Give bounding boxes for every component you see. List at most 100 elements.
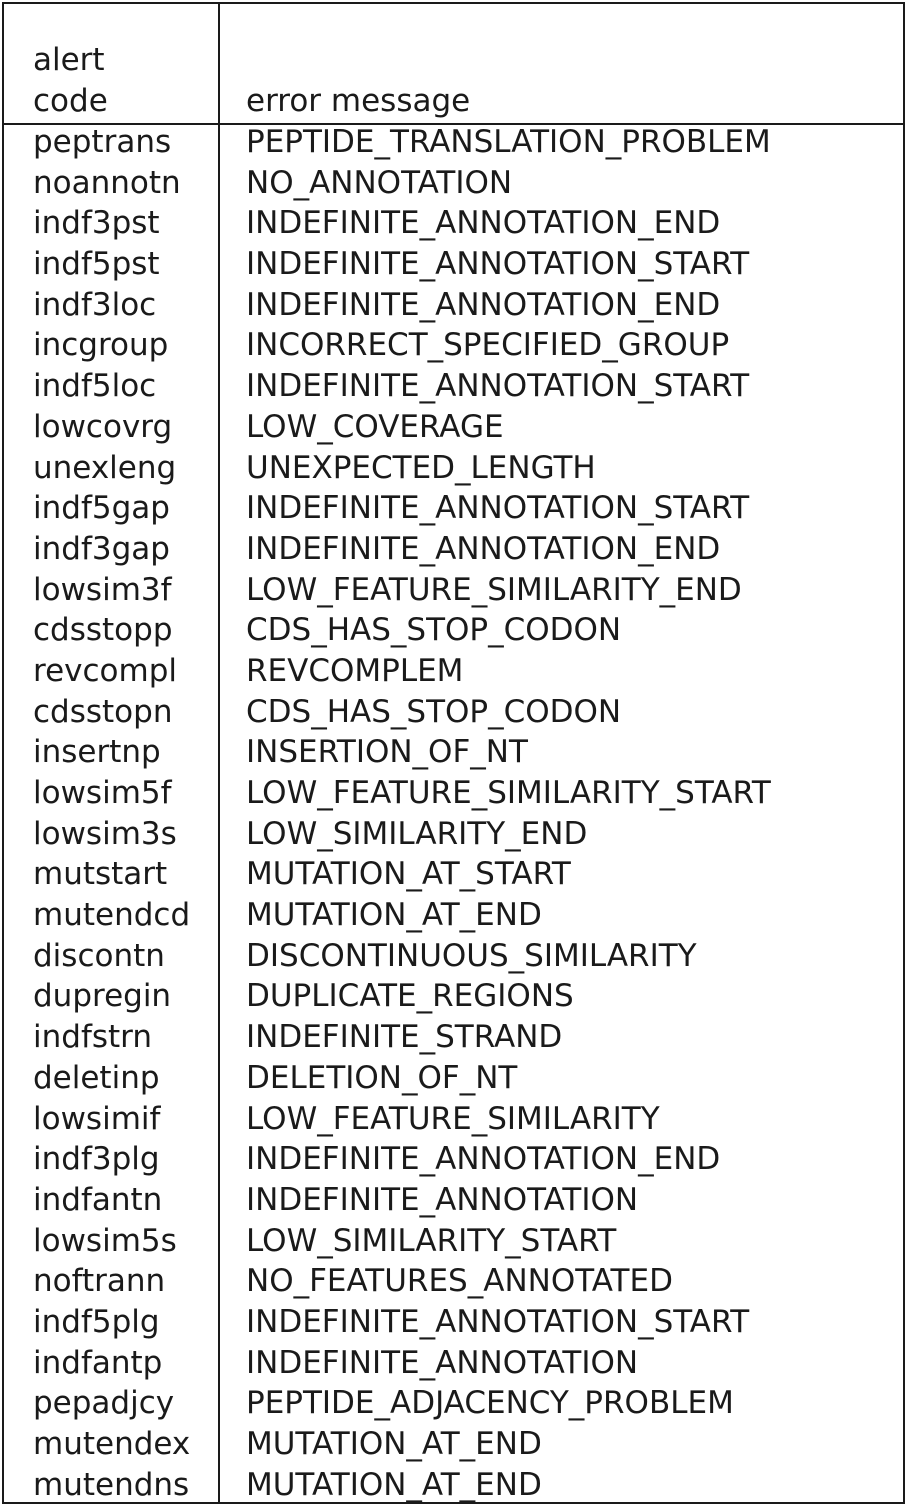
error-message-cell: NO_ANNOTATION — [246, 164, 513, 201]
error-message-cell: PEPTIDE_ADJACENCY_PROBLEM — [246, 1385, 734, 1422]
error-message-cell: LOW_FEATURE_SIMILARITY — [246, 1100, 660, 1137]
error-message-cell: PEPTIDE_TRANSLATION_PROBLEM — [246, 124, 771, 160]
header-alert-code-line2: code — [33, 83, 108, 119]
error-message-cell: INDEFINITE_ANNOTATION_END — [246, 205, 721, 242]
error-message-cell: DELETION_OF_NT — [246, 1059, 518, 1096]
error-message-cell: MUTATION_AT_START — [246, 856, 571, 893]
alert-code-cell: lowsimif — [33, 1100, 161, 1137]
alert-code-cell: deletinp — [33, 1059, 160, 1096]
table-row: indf3pst INDEFINITE_ANNOTATION_END — [0, 203, 908, 244]
header-alert-code: alert code — [33, 40, 108, 122]
error-message-cell: UNEXPECTED_LENGTH — [246, 449, 596, 486]
alert-code-cell: incgroup — [33, 327, 169, 364]
alert-code-cell: lowcovrg — [33, 408, 173, 445]
error-message-cell: INSERTION_OF_NT — [246, 734, 528, 771]
error-message-cell: REVCOMPLEM — [246, 652, 464, 689]
error-message-cell: INDEFINITE_ANNOTATION — [246, 1181, 639, 1218]
column-divider — [218, 2, 220, 1504]
table-row: lowsim3s LOW_SIMILARITY_END — [0, 814, 908, 855]
alert-code-cell: revcompl — [33, 652, 177, 689]
alert-code-cell: insertnp — [33, 734, 161, 771]
error-message-cell: INDEFINITE_ANNOTATION — [246, 1344, 639, 1381]
table-row: cdsstopn CDS_HAS_STOP_CODON — [0, 692, 908, 733]
error-message-cell: INDEFINITE_ANNOTATION_START — [246, 1303, 750, 1340]
table-row: indf5loc INDEFINITE_ANNOTATION_START — [0, 366, 908, 407]
table-row: incgroup INCORRECT_SPECIFIED_GROUP — [0, 325, 908, 366]
table-row: indf3loc INDEFINITE_ANNOTATION_END — [0, 285, 908, 326]
alert-code-cell: lowsim3f — [33, 571, 172, 608]
table-row: lowsimif LOW_FEATURE_SIMILARITY — [0, 1099, 908, 1140]
table-row: lowsim5f LOW_FEATURE_SIMILARITY_START — [0, 773, 908, 814]
error-message-cell: CDS_HAS_STOP_CODON — [246, 693, 622, 730]
alert-code-cell: indfstrn — [33, 1019, 153, 1056]
table-row: indf3gap INDEFINITE_ANNOTATION_END — [0, 529, 908, 570]
error-message-cell: LOW_SIMILARITY_START — [246, 1222, 617, 1259]
table-row: cdsstopp CDS_HAS_STOP_CODON — [0, 610, 908, 651]
table-row: indf5pst INDEFINITE_ANNOTATION_START — [0, 244, 908, 285]
table-row: revcompl REVCOMPLEM — [0, 651, 908, 692]
error-message-cell: INDEFINITE_STRAND — [246, 1019, 563, 1056]
alert-code-cell: peptrans — [33, 124, 172, 160]
alert-code-cell: pepadjcy — [33, 1385, 175, 1422]
alert-code-cell: unexleng — [33, 449, 177, 486]
table-row: peptrans PEPTIDE_TRANSLATION_PROBLEM — [0, 122, 908, 163]
table-row: unexleng UNEXPECTED_LENGTH — [0, 448, 908, 489]
alert-code-cell: indf5loc — [33, 368, 157, 405]
error-message-cell: INDEFINITE_ANNOTATION_START — [246, 490, 750, 527]
error-message-cell: MUTATION_AT_END — [246, 897, 542, 934]
alert-code-cell: indf3loc — [33, 286, 157, 323]
table-row: mutendex MUTATION_AT_END — [0, 1424, 908, 1465]
header-alert-code-line1: alert — [33, 42, 105, 78]
table-row: noftrann NO_FEATURES_ANNOTATED — [0, 1261, 908, 1302]
alert-code-cell: indfantn — [33, 1181, 163, 1218]
error-message-cell: DISCONTINUOUS_SIMILARITY — [246, 937, 697, 974]
table-row: indfantn INDEFINITE_ANNOTATION — [0, 1180, 908, 1221]
alert-code-cell: indf3plg — [33, 1141, 160, 1178]
alert-code-cell: lowsim3s — [33, 815, 177, 852]
alert-code-cell: indf3gap — [33, 530, 170, 567]
table-row: indfantp INDEFINITE_ANNOTATION — [0, 1343, 908, 1384]
alert-code-cell: mutendex — [33, 1426, 191, 1462]
table-row: mutendcd MUTATION_AT_END — [0, 895, 908, 936]
table-row: lowsim5s LOW_SIMILARITY_START — [0, 1221, 908, 1262]
table-row: indf5plg INDEFINITE_ANNOTATION_START — [0, 1302, 908, 1343]
alert-code-cell: indfantp — [33, 1344, 163, 1381]
table-row: indfstrn INDEFINITE_STRAND — [0, 1017, 908, 1058]
error-message-cell: LOW_COVERAGE — [246, 408, 504, 445]
error-message-cell: INDEFINITE_ANNOTATION_START — [246, 246, 750, 283]
table-row: noannotn NO_ANNOTATION — [0, 163, 908, 204]
alert-code-cell: noftrann — [33, 1263, 166, 1300]
error-message-cell: LOW_FEATURE_SIMILARITY_START — [246, 775, 771, 811]
error-message-cell: INDEFINITE_ANNOTATION_END — [246, 286, 721, 323]
table-row: mutstart MUTATION_AT_START — [0, 854, 908, 895]
table-row: pepadjcy PEPTIDE_ADJACENCY_PROBLEM — [0, 1383, 908, 1424]
error-message-cell: INDEFINITE_ANNOTATION_START — [246, 368, 750, 405]
error-message-cell: DUPLICATE_REGIONS — [246, 978, 574, 1015]
alert-code-cell: noannotn — [33, 164, 181, 201]
alert-code-cell: lowsim5s — [33, 1222, 177, 1259]
table-row: indf3plg INDEFINITE_ANNOTATION_END — [0, 1139, 908, 1180]
table-row: discontn DISCONTINUOUS_SIMILARITY — [0, 936, 908, 977]
table-row: deletinp DELETION_OF_NT — [0, 1058, 908, 1099]
error-message-cell: LOW_SIMILARITY_END — [246, 815, 588, 852]
error-message-cell: INDEFINITE_ANNOTATION_END — [246, 1141, 721, 1178]
alert-code-cell: indf5pst — [33, 246, 160, 283]
alert-code-cell: dupregin — [33, 978, 172, 1015]
alert-code-cell: lowsim5f — [33, 775, 172, 811]
alert-code-cell: cdsstopp — [33, 612, 173, 649]
error-message-cell: INCORRECT_SPECIFIED_GROUP — [246, 327, 730, 364]
header-rule — [2, 123, 905, 125]
alert-code-cell: indf5gap — [33, 490, 170, 527]
table-row: mutendns MUTATION_AT_END — [0, 1465, 908, 1506]
error-message-cell: CDS_HAS_STOP_CODON — [246, 612, 622, 649]
error-message-cell: INDEFINITE_ANNOTATION_END — [246, 530, 721, 567]
alert-code-cell: indf3pst — [33, 205, 160, 242]
alert-code-cell: discontn — [33, 937, 165, 974]
table-body: peptrans PEPTIDE_TRANSLATION_PROBLEM noann… — [0, 122, 908, 1505]
error-message-cell: MUTATION_AT_END — [246, 1426, 542, 1462]
alert-code-cell: mutendcd — [33, 897, 191, 934]
table-row: lowcovrg LOW_COVERAGE — [0, 407, 908, 448]
error-message-cell: NO_FEATURES_ANNOTATED — [246, 1263, 673, 1300]
error-message-cell: MUTATION_AT_END — [246, 1466, 542, 1503]
